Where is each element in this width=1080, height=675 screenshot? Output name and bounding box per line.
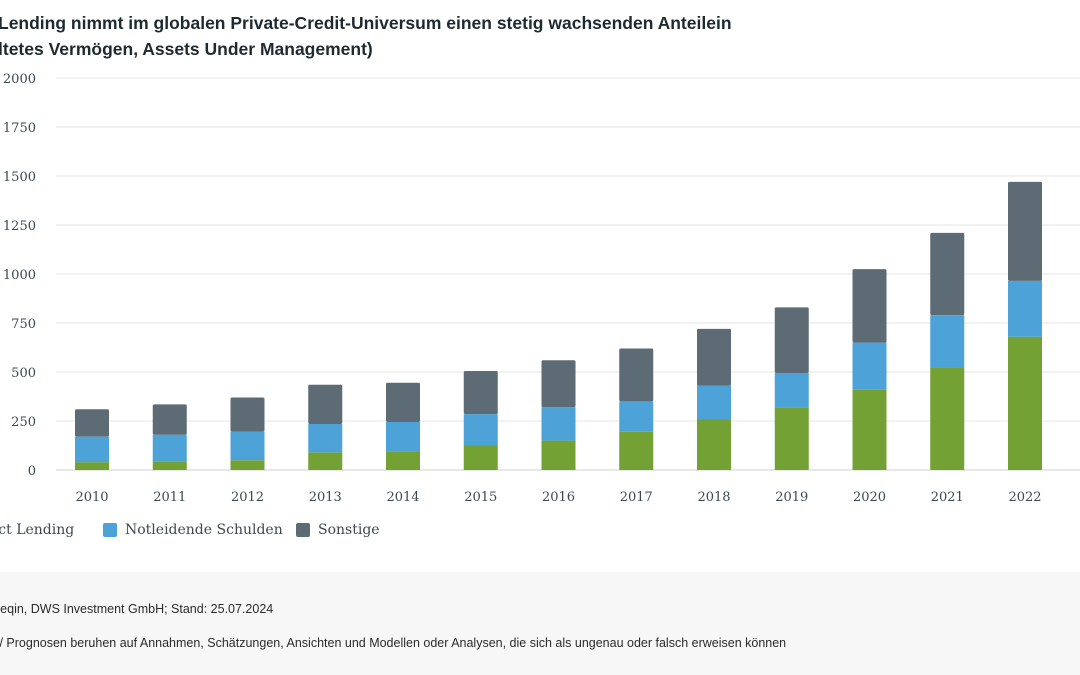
y-tick-label: 1500 [3, 170, 36, 185]
bar-direct-lending-2021 [930, 367, 965, 470]
bar-sonstige-2022 [1008, 181, 1042, 281]
bar-notleidende-schulden-2019 [774, 372, 809, 408]
bar-sonstige-2011 [152, 404, 187, 435]
x-tick-label-2022: 2022 [1008, 490, 1041, 505]
bar-direct-lending-2014 [386, 451, 420, 470]
legend-label-notleidende-schulden: Notleidende Schulden [125, 522, 283, 538]
y-tick-label: 1000 [3, 268, 36, 283]
x-tick-label-2012: 2012 [231, 490, 264, 505]
bar-direct-lending-2019 [774, 407, 809, 470]
x-tick-label-2019: 2019 [775, 490, 808, 505]
y-tick-label: 0 [28, 464, 36, 479]
x-tick-label-2016: 2016 [542, 490, 575, 505]
legend-swatch-sonstige [296, 523, 310, 537]
bar-notleidende-schulden-2012 [230, 431, 265, 461]
y-tick-label: 750 [11, 317, 36, 332]
source-note: reqin, DWS Investment GmbH; Stand: 25.07… [0, 602, 274, 616]
legend-label-sonstige: Sonstige [318, 522, 380, 538]
bar-sonstige-2021 [930, 232, 965, 316]
bar-notleidende-schulden-2020 [852, 342, 887, 390]
bar-sonstige-2018 [697, 328, 731, 386]
bar-sonstige-2020 [852, 269, 887, 343]
bar-direct-lending-2015 [463, 445, 498, 470]
bar-notleidende-schulden-2017 [619, 401, 654, 432]
y-tick-label: 1750 [3, 121, 36, 136]
x-tick-label-2015: 2015 [464, 490, 497, 505]
bar-notleidende-schulden-2010 [75, 436, 109, 463]
bar-sonstige-2010 [75, 409, 109, 437]
bar-notleidende-schulden-2015 [463, 414, 498, 446]
bar-direct-lending-2022 [1008, 336, 1042, 470]
bar-notleidende-schulden-2014 [386, 421, 420, 452]
bar-direct-lending-2010 [75, 462, 109, 470]
x-tick-label-2013: 2013 [309, 490, 342, 505]
y-tick-label: 500 [11, 366, 36, 381]
bar-direct-lending-2016 [541, 440, 576, 470]
legend-label-direct-lending: ect Lending [0, 522, 75, 538]
x-tick-label-2010: 2010 [75, 490, 108, 505]
y-tick-label: 250 [11, 415, 36, 430]
x-tick-label-2018: 2018 [697, 490, 730, 505]
x-tick-label-2021: 2021 [931, 490, 964, 505]
x-tick-label-2020: 2020 [853, 490, 886, 505]
legend-item-direct-lending: ect Lending [0, 522, 74, 538]
bar-sonstige-2014 [386, 382, 420, 422]
x-tick-label-2011: 2011 [153, 490, 186, 505]
disclaimer-note: // Prognosen beruhen auf Annahmen, Schät… [0, 636, 787, 650]
bar-sonstige-2015 [463, 371, 498, 415]
bar-sonstige-2013 [308, 384, 343, 424]
bar-sonstige-2016 [541, 360, 576, 408]
legend-item-sonstige: Sonstige [296, 522, 380, 538]
x-tick-label-2017: 2017 [620, 490, 653, 505]
bar-notleidende-schulden-2018 [697, 385, 731, 420]
chart-title-line-2: ltetes Vermögen, Assets Under Management… [0, 39, 373, 59]
bar-direct-lending-2018 [697, 419, 731, 470]
bar-notleidende-schulden-2011 [152, 434, 187, 462]
stacked-bar-chart: 0 250 500 750 1000 1250 1500 1750 2000 2010 2011 20… [3, 72, 1080, 505]
legend-swatch-notleidende-schulden [103, 523, 117, 537]
chart-title: Lending nimmt im globalen Private-Credit… [0, 10, 1078, 62]
bar-direct-lending-2020 [852, 389, 887, 470]
bar-notleidende-schulden-2016 [541, 407, 576, 441]
x-tick-label-2014: 2014 [386, 490, 419, 505]
legend-item-notleidende-schulden: Notleidende Schulden [103, 522, 283, 538]
bar-direct-lending-2012 [230, 460, 265, 470]
y-tick-label: 1250 [3, 219, 36, 234]
bar-sonstige-2019 [774, 307, 809, 373]
bar-direct-lending-2013 [308, 452, 343, 470]
bar-notleidende-schulden-2013 [308, 423, 343, 453]
chart-legend: ect Lending Notleidende Schulden Sonstig… [0, 522, 1080, 544]
bar-notleidende-schulden-2022 [1008, 280, 1042, 337]
bar-direct-lending-2017 [619, 431, 654, 470]
y-tick-label: 2000 [3, 72, 36, 87]
chart-title-line-1: Lending nimmt im globalen Private-Credit… [0, 13, 732, 33]
bar-sonstige-2012 [230, 397, 265, 432]
chart-footer: reqin, DWS Investment GmbH; Stand: 25.07… [0, 572, 1080, 675]
bar-sonstige-2017 [619, 348, 654, 402]
bar-direct-lending-2011 [152, 461, 187, 470]
bar-notleidende-schulden-2021 [930, 315, 965, 368]
